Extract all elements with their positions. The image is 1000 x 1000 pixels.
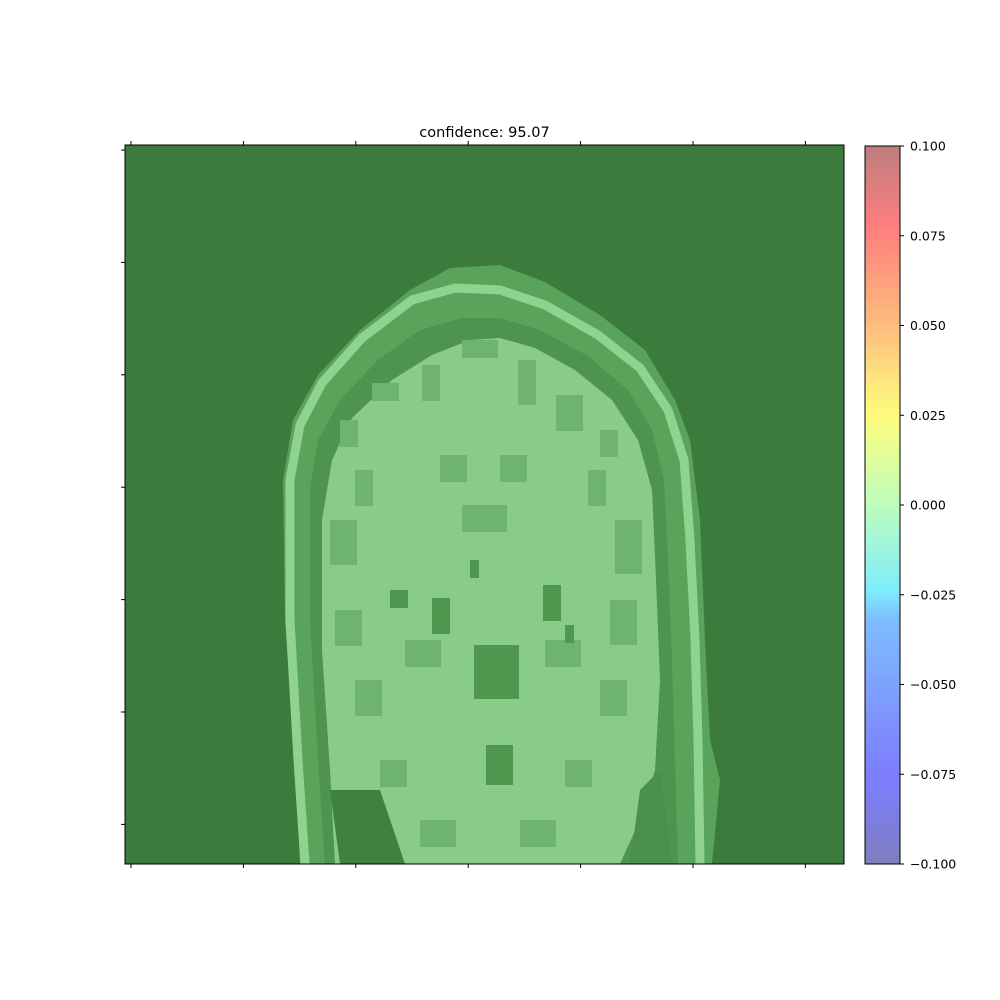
y-axis-ticks (121, 149, 125, 825)
colorbar-tick-label-3: 0.025 (910, 408, 946, 423)
x-axis-ticks-top (130, 141, 806, 145)
colorbar-tick-label-5: −0.025 (910, 587, 956, 602)
colorbar-ticks: 0.100 0.075 0.050 0.025 0.000 −0.025 −0.050 −0.… (900, 139, 956, 872)
colorbar-tick-label-0: 0.100 (910, 139, 946, 154)
colorbar-tick-label-1: 0.075 (910, 228, 946, 243)
brain-mri-image (125, 145, 844, 864)
plot-area (125, 145, 844, 864)
colorbar-stripes (865, 145, 900, 864)
x-axis-ticks-bottom (130, 864, 806, 868)
colorbar-tick-label-8: −0.100 (910, 857, 956, 872)
colorbar-tick-label-7: −0.075 (910, 767, 956, 782)
colorbar-tick-label-6: −0.050 (910, 677, 956, 692)
plot-frame (124, 144, 845, 865)
colorbar-gradient (865, 146, 900, 864)
colorbar: 0.100 0.075 0.050 0.025 0.000 −0.025 −0.050 −0.… (864, 139, 956, 872)
chart-title: confidence: 95.07 (419, 125, 549, 141)
colorbar-tick-label-2: 0.050 (910, 318, 946, 333)
colorbar-tick-label-4: 0.000 (910, 498, 946, 513)
